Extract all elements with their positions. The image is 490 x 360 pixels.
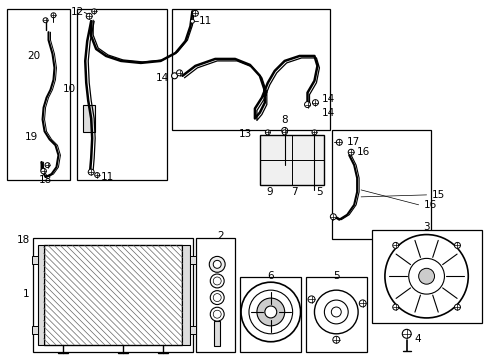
Text: 11: 11 [101,172,114,182]
Bar [7,9,70,180]
Circle shape [305,102,311,108]
Text: 18: 18 [17,234,30,244]
Circle shape [41,168,47,174]
Text: 1: 1 [23,289,30,299]
Bar [32,326,38,334]
Circle shape [210,274,224,288]
Text: 12: 12 [71,7,84,17]
Circle shape [385,235,468,318]
Text: 16: 16 [424,200,437,210]
Circle shape [92,9,97,14]
Circle shape [359,300,366,307]
Circle shape [418,268,435,284]
Circle shape [191,19,195,23]
Text: 4: 4 [415,334,421,344]
Circle shape [330,214,336,220]
Bar [172,9,330,130]
Circle shape [193,10,198,16]
Circle shape [312,130,317,135]
Circle shape [209,256,225,272]
Text: 9: 9 [267,187,273,197]
Text: 2: 2 [217,230,223,240]
Bar [191,256,196,264]
Circle shape [45,163,50,168]
Text: 8: 8 [281,116,288,126]
Text: 15: 15 [432,190,445,200]
Circle shape [210,307,224,321]
Bar [83,105,95,132]
Bar [196,238,235,352]
Text: 10: 10 [63,84,76,94]
Circle shape [393,304,399,310]
Circle shape [257,298,285,326]
Text: 20: 20 [27,51,40,61]
Bar [306,277,367,352]
Bar [214,321,220,346]
Circle shape [266,130,270,135]
Text: 13: 13 [238,129,252,139]
Circle shape [213,260,221,268]
Text: 7: 7 [291,187,298,197]
Circle shape [331,307,341,317]
Text: 19: 19 [25,132,38,142]
Circle shape [455,304,461,310]
Circle shape [86,13,92,19]
Circle shape [333,336,340,343]
Circle shape [348,149,354,155]
Bar [77,9,167,180]
Text: 3: 3 [423,222,430,231]
Circle shape [43,18,48,23]
Bar [182,246,191,345]
Bar [260,135,324,185]
Bar [372,230,482,323]
Bar [32,238,193,352]
Circle shape [308,296,315,303]
Bar [32,256,38,264]
Circle shape [51,13,56,18]
Circle shape [409,258,444,294]
Text: 14: 14 [321,108,335,117]
Circle shape [282,127,288,133]
Text: 16: 16 [357,147,370,157]
Bar [44,246,182,345]
Text: 5: 5 [333,271,340,281]
Circle shape [313,100,318,105]
Circle shape [249,290,293,334]
Circle shape [336,139,342,145]
Text: 14: 14 [321,94,335,104]
Circle shape [265,306,277,318]
Circle shape [213,294,221,302]
Circle shape [393,242,399,248]
Text: 5: 5 [316,187,323,197]
Text: 18: 18 [39,175,52,185]
Text: 14: 14 [155,73,169,83]
Circle shape [315,290,358,334]
Circle shape [324,300,348,324]
Circle shape [210,291,224,305]
Bar [332,130,431,239]
Circle shape [402,329,411,338]
Text: 6: 6 [268,271,274,281]
Circle shape [241,282,300,342]
Circle shape [213,277,221,285]
Bar [191,326,196,334]
Circle shape [282,130,287,135]
Bar [240,277,301,352]
Circle shape [88,169,94,175]
Circle shape [455,242,461,248]
Circle shape [213,310,221,318]
Circle shape [172,73,177,79]
Text: 11: 11 [198,16,212,26]
Bar [38,246,44,345]
Circle shape [176,70,182,76]
Circle shape [95,172,99,177]
Text: 17: 17 [347,137,361,147]
